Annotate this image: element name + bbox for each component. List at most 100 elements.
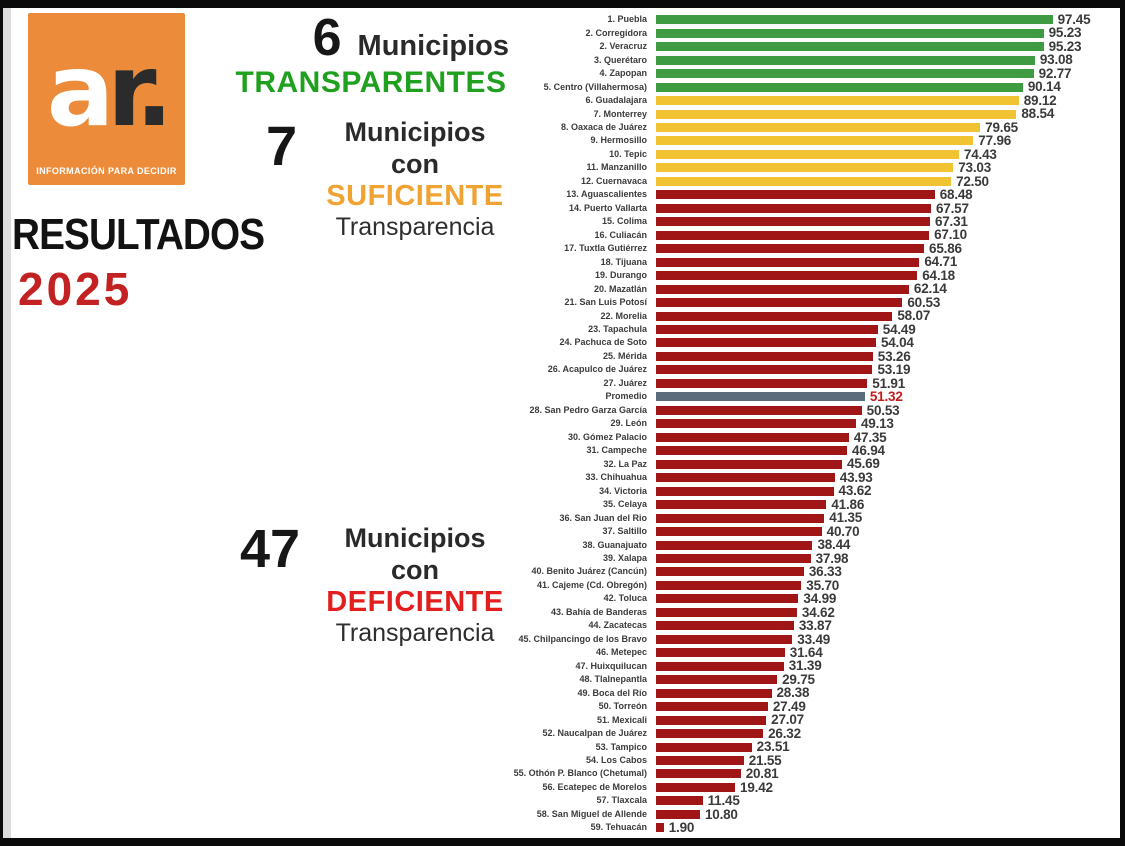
bar	[656, 351, 873, 361]
bar-row: 42. Toluca 34.99	[380, 592, 1090, 605]
bar	[656, 311, 893, 321]
bar-label: 47. Huixquilucan	[575, 660, 647, 671]
bar-row: 17. Tuxtla Gutiérrez 65.86	[380, 242, 1090, 255]
bar-label: 25. Mérida	[602, 350, 647, 361]
bar-value: 67.57	[936, 200, 969, 216]
label-municipios-con: Municipios con	[344, 523, 486, 586]
bar	[656, 203, 931, 213]
bar	[656, 109, 1017, 119]
bar-row: 37. Saltillo 40.70	[380, 525, 1090, 538]
bar-label: 16. Culiacán	[594, 229, 647, 240]
bar-row: 31. Campeche 46.94	[380, 444, 1090, 457]
bar-row: 26. Acapulco de Juárez 53.19	[380, 363, 1090, 376]
bar	[656, 540, 813, 550]
bar	[656, 580, 802, 590]
bar-label: 57. Tlaxcala	[596, 795, 647, 806]
bar-label: 37. Saltillo	[602, 526, 647, 537]
bar	[656, 796, 703, 806]
bar-label: 13. Aguascalientes	[566, 189, 647, 200]
bar-row: 38. Guanajuato 38.44	[380, 538, 1090, 551]
bar	[656, 55, 1035, 65]
bar	[656, 688, 772, 698]
bar	[656, 378, 868, 388]
bar-row: 34. Victoria 43.62	[380, 484, 1090, 497]
bar-label: 2. Veracruz	[599, 41, 647, 52]
bar-label: 23. Tapachula	[588, 324, 647, 335]
bar	[656, 271, 918, 281]
bar	[656, 69, 1034, 79]
bar-value: 27.49	[772, 698, 806, 714]
bar-value: 27.07	[771, 712, 804, 728]
bar-value: 45.69	[846, 456, 880, 472]
bar-value: 64.71	[924, 254, 958, 270]
bar-label: 35. Celaya	[602, 499, 647, 510]
bar-row: 12. Cuernavaca 72.50	[380, 175, 1090, 188]
bar	[656, 338, 876, 348]
bar-row: 35. Celaya 41.86	[380, 498, 1090, 511]
bar-label: 58. San Miguel de Allende	[536, 808, 647, 819]
bar-row: 41. Cajeme (Cd. Obregón) 35.70	[380, 579, 1090, 592]
bar-label: 9. Hermosillo	[590, 135, 647, 146]
bar-row: 6. Guadalajara 89.12	[380, 94, 1090, 107]
bar-label: 49. Boca del Río	[577, 687, 647, 698]
bar-row: 13. Aguascalientes 68.48	[380, 188, 1090, 201]
count-deficiente: 47	[240, 519, 301, 579]
bar	[656, 365, 873, 375]
bar	[656, 149, 959, 159]
frame-bottom	[0, 838, 1125, 846]
bar	[656, 122, 981, 132]
bar	[656, 809, 700, 819]
bar-value: 26.32	[768, 725, 801, 741]
bar-value: 89.12	[1023, 92, 1057, 108]
bar-label: 19. Durango	[594, 270, 647, 281]
bar-label: 14. Puerto Vallarta	[568, 202, 647, 213]
bar-label: 45. Chilpancingo de los Bravo	[518, 633, 647, 644]
count-transparentes: 6	[312, 9, 342, 67]
bar-label: 12. Cuernavaca	[580, 175, 647, 186]
bar-row: 32. La Paz 45.69	[380, 457, 1090, 470]
bar	[656, 459, 842, 469]
bar	[656, 28, 1044, 38]
bar-row: 45. Chilpancingo de los Bravo 33.49	[380, 633, 1090, 646]
bar	[656, 553, 811, 563]
bar-value: 47.35	[853, 429, 887, 445]
bar-value: 37.98	[815, 550, 849, 566]
bar-row: 16. Culiacán 67.10	[380, 228, 1090, 242]
bar	[656, 594, 799, 604]
bar-value: 20.81	[745, 766, 779, 782]
bar	[656, 567, 804, 577]
bar-label: 7. Monterrey	[593, 108, 647, 119]
bar-value: 41.86	[831, 496, 865, 512]
bar-value: 11.45	[707, 793, 740, 809]
frame-top	[0, 0, 1125, 8]
keyword-suficiente: SUFICIENTE	[326, 179, 504, 212]
page-edge-strip	[3, 8, 11, 838]
bar	[656, 715, 767, 725]
bar-value: 79.65	[985, 119, 1018, 135]
bar-label: 27. Juárez	[603, 377, 647, 388]
bar-value: 73.03	[958, 160, 992, 176]
bar-row: 33. Chihuahua 43.93	[380, 471, 1090, 484]
bar-value: 53.26	[877, 348, 911, 364]
bar-row: 56. Ecatepec de Morelos 19.42	[380, 781, 1090, 794]
keyword-transparentes: TRANSPARENTES	[235, 66, 507, 99]
bar-value: 93.08	[1039, 52, 1073, 68]
bar	[656, 325, 878, 335]
bar-row: 50. Torreón 27.49	[380, 700, 1090, 713]
bar-value: 60.53	[907, 294, 941, 310]
bar-row: 11. Manzanillo 73.03	[380, 161, 1090, 174]
bar-row: 3. Querétaro 93.08	[380, 53, 1090, 66]
bar-row: 51. Mexicali 27.07	[380, 713, 1090, 726]
bar-label: 3. Querétaro	[593, 54, 647, 65]
bar-value: 31.64	[789, 645, 823, 661]
bar-row: 53. Tampico 23.51	[380, 740, 1090, 753]
bar	[656, 257, 920, 267]
bar-row: 25. Mérida 53.26	[380, 350, 1090, 363]
bar-value: 34.99	[803, 591, 837, 607]
bar-label: 33. Chihuahua	[585, 472, 647, 483]
bar-label: 2. Corregidora	[585, 27, 647, 38]
label-municipios-con: Municipios con	[344, 117, 486, 180]
bar-label: 51. Mexicali	[596, 714, 647, 725]
bar-label: 15. Colima	[601, 216, 647, 227]
